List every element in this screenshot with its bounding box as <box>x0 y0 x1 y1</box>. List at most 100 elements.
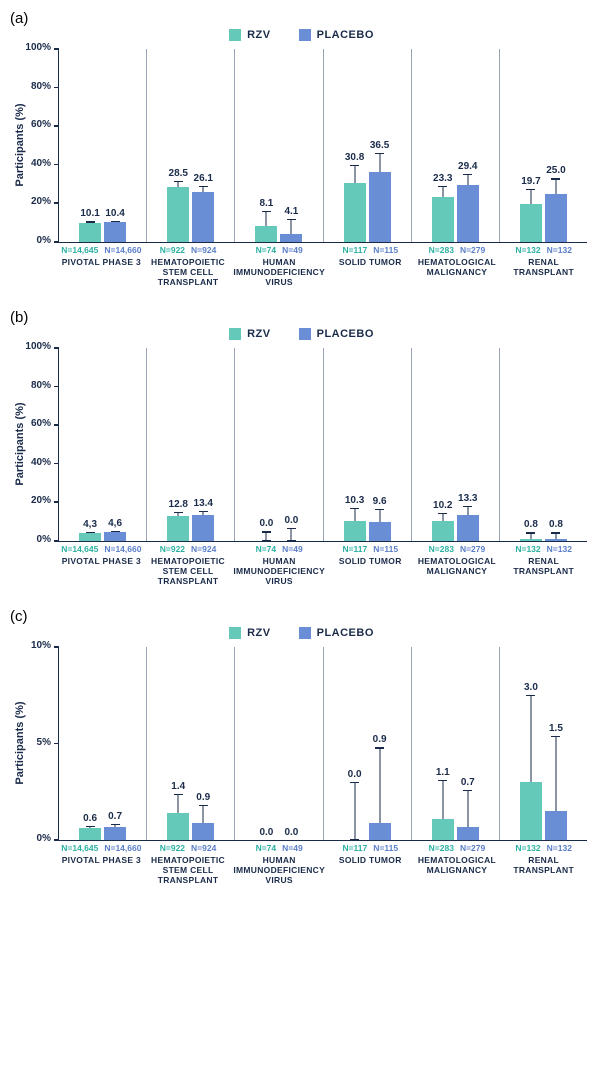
n-rzv: N=117 <box>342 843 367 853</box>
n-row: N=14,645N=14,660 <box>60 542 143 554</box>
bar-rect <box>104 827 126 841</box>
n-row: N=14,645N=14,660 <box>60 243 143 255</box>
n-row: N=922N=924 <box>147 841 230 853</box>
legend: RZV PLACEBO <box>10 328 593 340</box>
n-rzv: N=132 <box>515 245 540 255</box>
bar-group: 0.60.7 <box>59 647 147 840</box>
bars-container: 1.10.7 <box>412 647 499 840</box>
legend-item-placebo: PLACEBO <box>299 328 374 340</box>
bar-rect <box>545 539 567 541</box>
y-axis-label: Participants (%) <box>14 103 26 186</box>
n-placebo: N=115 <box>373 843 398 853</box>
x-group: N=74N=49HUMAN IMMUNODEFICIENCY VIRUS <box>231 542 327 594</box>
bar-value-label: 0.0 <box>348 769 362 782</box>
category-label: HEMATOLOGICAL MALIGNANCY <box>416 554 499 577</box>
n-row: N=922 N=924 <box>147 243 230 255</box>
y-axis-label: Participants (%) <box>14 701 26 784</box>
n-rzv: N=117 <box>342 544 367 554</box>
bar-rect <box>457 827 479 841</box>
bar-placebo: 10.4 <box>104 49 126 242</box>
n-placebo: N=924 <box>191 245 216 255</box>
n-rzv: N=922 <box>160 245 185 255</box>
bar-rzv: 10.2 <box>432 348 454 541</box>
swatch-placebo <box>299 328 311 340</box>
bar-placebo: 4.1 <box>280 49 302 242</box>
chart-area: Participants (%)0%20%40%60%80%100%4,34,6… <box>10 344 593 594</box>
x-group: N=117N=115SOLID TUMOR <box>327 243 414 295</box>
bar-value-label: 12.8 <box>169 499 188 512</box>
bar-rzv: 0.0 <box>344 647 366 840</box>
category-label: HEMATOLOGICAL MALIGNANCY <box>416 853 499 876</box>
plot-region: 0%20%40%60%80%100%4,34,612.813.40.00.010… <box>58 348 587 542</box>
bar-rect <box>280 234 302 242</box>
bar-rect <box>432 521 454 541</box>
y-tick-label: 40% <box>31 457 59 468</box>
bar-value-label: 28.5 <box>169 168 188 181</box>
bar-group: 12.8 13.4 <box>147 348 235 541</box>
n-placebo: N=924 <box>191 544 216 554</box>
category-label: HUMAN IMMUNODEFICIENCY VIRUS <box>233 853 325 885</box>
bar-rzv: 1.1 <box>432 647 454 840</box>
category-label: RENAL TRANSPLANT <box>502 554 585 577</box>
bar-group: 0.00.0 <box>235 348 323 541</box>
error-bar <box>266 531 267 541</box>
category-label: PIVOTAL PHASE 3 <box>60 554 143 567</box>
bar-rzv: 10.3 <box>344 348 366 541</box>
bar-value-label: 10.4 <box>105 208 124 221</box>
y-tick-label: 60% <box>31 418 59 429</box>
category-label: HEMATOPOIETIC STEM CELL TRANSPLANT <box>147 853 230 885</box>
bar-value-label: 3.0 <box>524 682 538 695</box>
bars-container: 0.00.9 <box>324 647 411 840</box>
bar-rect <box>520 204 542 242</box>
y-tick-label: 0% <box>37 833 59 844</box>
bar-rect <box>457 515 479 541</box>
bar-value-label: 0.8 <box>524 519 538 532</box>
bars-container: 0.0 0.0 <box>235 647 322 840</box>
bar-group: 8.14.1 <box>235 49 323 242</box>
bar-group: 10.110.4 <box>59 49 147 242</box>
bar-value-label: 0.0 <box>259 827 273 840</box>
y-tick-label: 20% <box>31 495 59 506</box>
n-placebo: N=49 <box>282 843 303 853</box>
bar-rzv: 30.8 <box>344 49 366 242</box>
n-row: N=132N=132 <box>502 243 585 255</box>
x-group: N=117N=115SOLID TUMOR <box>327 841 414 893</box>
bar-group: 10.213.3 <box>412 348 500 541</box>
legend-label-rzv: RZV <box>247 328 271 340</box>
n-placebo: N=279 <box>460 843 485 853</box>
legend-item-rzv: RZV <box>229 328 271 340</box>
n-rzv: N=922 <box>160 544 185 554</box>
n-rzv: N=283 <box>429 843 454 853</box>
bar-rect <box>432 819 454 840</box>
category-label: HEMATOPOIETIC STEM CELL TRANSPLANT <box>147 255 230 287</box>
bar-value-label: 0.0 <box>284 827 298 840</box>
x-group: N=74N=49HUMAN IMMUNODEFICIENCY VIRUS <box>231 243 327 295</box>
bar-rzv: 1.4 <box>167 647 189 840</box>
bars-container: 0.8 0.8 <box>500 348 587 541</box>
bar-rect <box>104 222 126 242</box>
chart-panel-a: (a)RZVPLACEBOParticipants (%)0%20%40%60%… <box>10 10 593 295</box>
bars-container: 30.836.5 <box>324 49 411 242</box>
n-row: N=283N=279 <box>416 243 499 255</box>
n-placebo: N=49 <box>282 245 303 255</box>
x-axis: N=14,645N=14,660PIVOTAL PHASE 3N=922N=92… <box>58 841 587 893</box>
n-placebo: N=49 <box>282 544 303 554</box>
bar-rzv: 4,3 <box>79 348 101 541</box>
chart-panel-c: (c)RZVPLACEBOParticipants (%)0%5%10%0.60… <box>10 608 593 893</box>
legend-label-rzv: RZV <box>247 29 271 41</box>
bar-placebo: 0.0 <box>280 647 302 840</box>
n-rzv: N=14,645 <box>61 843 98 853</box>
n-row: N=74N=49 <box>233 243 325 255</box>
bar-groups: 0.60.71.40.90.00.00.00.91.10.73.01.5 <box>59 647 587 840</box>
bar-rzv: 0.0 <box>255 647 277 840</box>
bar-rzv: 19.7 <box>520 49 542 242</box>
bar-placebo: 13.4 <box>192 348 214 541</box>
n-row: N=132N=132 <box>502 542 585 554</box>
bar-value-label: 23.3 <box>433 173 452 186</box>
n-placebo: N=115 <box>373 245 398 255</box>
bar-placebo: 0.8 <box>545 348 567 541</box>
x-group: N=14,645N=14,660PIVOTAL PHASE 3 <box>58 542 145 594</box>
bar-placebo: 0.0 <box>280 348 302 541</box>
x-group: N=283 N=279HEMATOLOGICAL MALIGNANCY <box>414 841 501 893</box>
x-group: N=14,645N=14,660PIVOTAL PHASE 3 <box>58 841 145 893</box>
